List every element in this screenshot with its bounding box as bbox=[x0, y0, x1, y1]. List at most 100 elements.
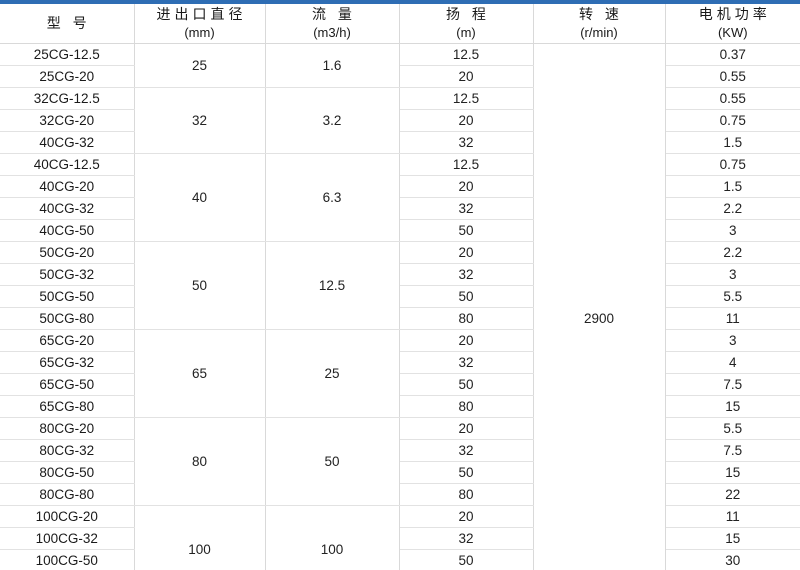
table-row: 40CG-32 32 2.2 bbox=[0, 197, 800, 220]
cell-head: 80 bbox=[399, 483, 534, 506]
cell-model: 32CG-12.5 bbox=[0, 87, 135, 110]
cell-diameter: 65 bbox=[134, 329, 266, 418]
cell-flow: 1.6 bbox=[265, 43, 400, 88]
column-header-title-diameter: 进出口直径 bbox=[156, 6, 247, 23]
cell-model: 25CG-12.5 bbox=[0, 43, 135, 66]
column-header-unit-diameter: (mm) bbox=[184, 24, 215, 40]
cell-flow: 100 bbox=[265, 505, 400, 570]
cell-model: 40CG-32 bbox=[0, 131, 135, 154]
table-row: 100CG-20 100 100 20 11 bbox=[0, 505, 800, 570]
table-row: 40CG-50 50 3 bbox=[0, 219, 800, 242]
cell-model: 100CG-20 bbox=[0, 505, 135, 528]
cell-power: 0.55 bbox=[665, 87, 800, 110]
table-header: 型 号进出口直径 (mm) 流 量 (m3/h) 扬 程 (m) 转 速 (r/min) 电机功… bbox=[0, 2, 800, 44]
table-row: 50CG-20 50 12.5 20 2.2 bbox=[0, 241, 800, 330]
column-header-unit-power: (KW) bbox=[717, 24, 748, 40]
cell-model: 80CG-50 bbox=[0, 461, 135, 484]
cell-power: 5.5 bbox=[665, 285, 800, 308]
cell-head: 20 bbox=[399, 505, 534, 528]
table-row: 65CG-80 80 15 bbox=[0, 395, 800, 418]
cell-power: 5.5 bbox=[665, 417, 800, 440]
table-row: 80CG-20 80 50 20 5.5 bbox=[0, 417, 800, 506]
column-header-unit-head: (m) bbox=[456, 24, 476, 40]
cell-power: 2.2 bbox=[665, 197, 800, 220]
column-header-title-head: 扬 程 bbox=[446, 6, 490, 23]
cell-head: 32 bbox=[399, 527, 534, 550]
cell-power: 11 bbox=[665, 307, 800, 330]
cell-head: 32 bbox=[399, 351, 534, 374]
cell-head: 50 bbox=[399, 219, 534, 242]
cell-head: 80 bbox=[399, 395, 534, 418]
cell-power: 0.37 bbox=[665, 43, 800, 66]
table-row: 80CG-80 80 22 bbox=[0, 483, 800, 506]
cell-flow: 50 bbox=[265, 417, 400, 506]
column-header-speed: 转 速 (r/min) bbox=[533, 2, 666, 44]
table-row: 32CG-12.5 32 3.2 12.5 0.55 bbox=[0, 87, 800, 154]
column-header-flow: 流 量 (m3/h) bbox=[265, 2, 400, 44]
cell-model: 65CG-32 bbox=[0, 351, 135, 374]
cell-head: 50 bbox=[399, 461, 534, 484]
cell-head: 32 bbox=[399, 439, 534, 462]
column-header-title-speed: 转 速 bbox=[579, 6, 623, 23]
cell-head: 20 bbox=[399, 65, 534, 88]
cell-head: 20 bbox=[399, 241, 534, 264]
cell-flow: 12.5 bbox=[265, 241, 400, 330]
table-row: 80CG-50 50 15 bbox=[0, 461, 800, 484]
column-header-head: 扬 程 (m) bbox=[399, 2, 534, 44]
cell-model: 80CG-32 bbox=[0, 439, 135, 462]
column-header-model: 型 号 bbox=[0, 2, 135, 44]
cell-head: 32 bbox=[399, 131, 534, 154]
cell-power: 3 bbox=[665, 329, 800, 352]
cell-power: 3 bbox=[665, 263, 800, 286]
cell-power: 15 bbox=[665, 395, 800, 418]
cell-head: 12.5 bbox=[399, 43, 534, 66]
cell-power: 15 bbox=[665, 461, 800, 484]
header-row: 型 号进出口直径 (mm) 流 量 (m3/h) 扬 程 (m) 转 速 (r/min) 电机功… bbox=[0, 2, 800, 44]
column-header-unit-flow: (m3/h) bbox=[313, 24, 351, 40]
cell-flow: 6.3 bbox=[265, 153, 400, 242]
cell-power: 7.5 bbox=[665, 373, 800, 396]
cell-diameter: 40 bbox=[134, 153, 266, 242]
cell-power: 0.75 bbox=[665, 109, 800, 132]
cell-power: 0.55 bbox=[665, 65, 800, 88]
cell-model: 80CG-80 bbox=[0, 483, 135, 506]
table-row: 40CG-32 32 1.5 bbox=[0, 131, 800, 154]
table-body: 25CG-12.5 25 1.6 12.5 2900 0.37 25CG-20 20 0.55 3… bbox=[0, 43, 800, 570]
cell-power: 3 bbox=[665, 219, 800, 242]
cell-diameter: 50 bbox=[134, 241, 266, 330]
cell-head: 50 bbox=[399, 549, 534, 570]
cell-model: 65CG-20 bbox=[0, 329, 135, 352]
cell-head: 32 bbox=[399, 197, 534, 220]
column-header-diameter: 进出口直径 (mm) bbox=[134, 2, 266, 44]
cell-model: 25CG-20 bbox=[0, 65, 135, 88]
cell-diameter: 80 bbox=[134, 417, 266, 506]
table-row: 65CG-50 50 7.5 bbox=[0, 373, 800, 396]
cell-power: 4 bbox=[665, 351, 800, 374]
cell-flow: 3.2 bbox=[265, 87, 400, 154]
cell-model: 65CG-80 bbox=[0, 395, 135, 418]
cell-head: 12.5 bbox=[399, 153, 534, 176]
cell-diameter: 32 bbox=[134, 87, 266, 154]
table-row: 65CG-20 65 25 20 3 bbox=[0, 329, 800, 418]
cell-model: 65CG-50 bbox=[0, 373, 135, 396]
column-header-power: 电机功率 (KW) bbox=[665, 2, 800, 44]
cell-power: 0.75 bbox=[665, 153, 800, 176]
cell-diameter: 25 bbox=[134, 43, 266, 88]
cell-flow: 25 bbox=[265, 329, 400, 418]
column-header-unit-speed: (r/min) bbox=[580, 24, 618, 40]
cell-speed: 2900 bbox=[533, 43, 666, 570]
cell-power: 7.5 bbox=[665, 439, 800, 462]
cell-model: 50CG-50 bbox=[0, 285, 135, 308]
cell-power: 1.5 bbox=[665, 131, 800, 154]
cell-head: 20 bbox=[399, 175, 534, 198]
table-row: 65CG-32 32 4 bbox=[0, 351, 800, 374]
table-row: 100CG-50 50 30 bbox=[0, 549, 800, 570]
table-row: 40CG-12.5 40 6.3 12.5 0.75 bbox=[0, 153, 800, 242]
cell-head: 50 bbox=[399, 373, 534, 396]
cell-model: 50CG-80 bbox=[0, 307, 135, 330]
cell-model: 100CG-50 bbox=[0, 549, 135, 570]
cell-model: 50CG-32 bbox=[0, 263, 135, 286]
column-header-title-model: 型 号 bbox=[46, 14, 91, 31]
cell-power: 30 bbox=[665, 549, 800, 570]
